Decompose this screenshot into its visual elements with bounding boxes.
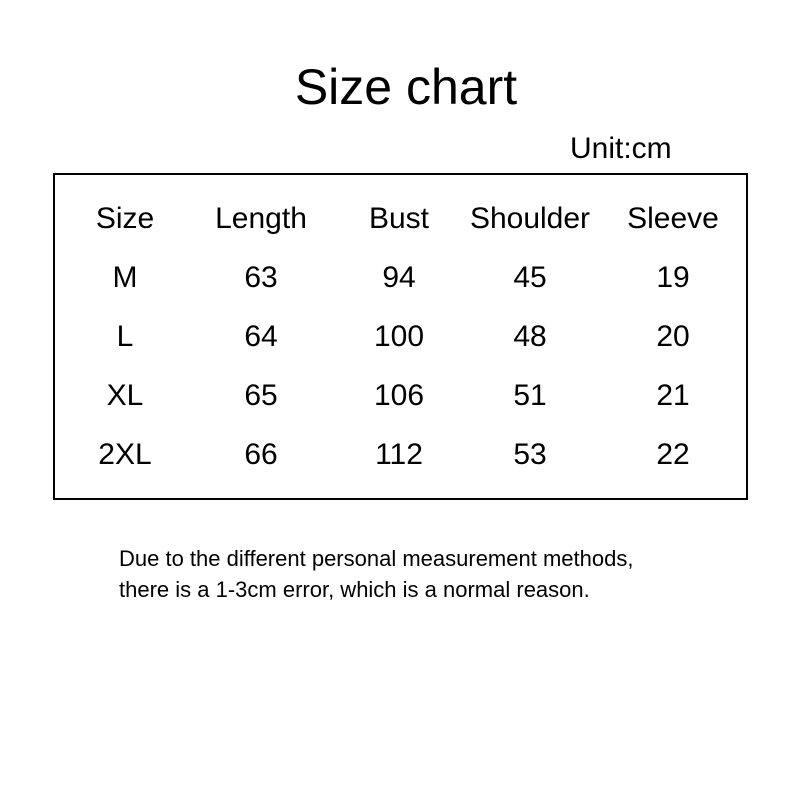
table-cell: Bust xyxy=(368,202,430,235)
page-title: Size chart xyxy=(294,59,518,115)
table-cell: 94 xyxy=(382,261,416,294)
table-cell: Shoulder xyxy=(469,202,591,235)
table-cell: 106 xyxy=(373,379,425,412)
table-cell: 64 xyxy=(244,320,278,353)
table-cell: 21 xyxy=(656,379,690,412)
table-row: M 63 94 45 19 xyxy=(55,261,746,301)
note-line: Due to the different personal measuremen… xyxy=(119,546,634,571)
table-cell: 100 xyxy=(373,320,425,353)
table-row: L 64 100 48 20 xyxy=(55,320,746,360)
size-table: Size Length Bust Shoulder Sleeve M 63 94 45 19 L 64… xyxy=(53,173,748,500)
unit-label: Unit:cm xyxy=(570,132,672,165)
table-header: Size Length Bust Shoulder Sleeve xyxy=(55,202,746,242)
table-cell: 51 xyxy=(513,379,547,412)
table-cell: 53 xyxy=(513,438,547,471)
table-cell: 65 xyxy=(244,379,278,412)
note: Due to the different personal measuremen… xyxy=(119,543,633,605)
table-cell: Sleeve xyxy=(627,202,719,235)
table-cell: 48 xyxy=(513,320,547,353)
table-cell: 45 xyxy=(513,261,547,294)
table-row: 2XL 66 112 53 22 xyxy=(55,438,746,478)
table-cell: L xyxy=(116,320,134,353)
table-cell: 19 xyxy=(656,261,690,294)
table-cell: M xyxy=(112,261,138,294)
table-cell: 20 xyxy=(656,320,690,353)
table-cell: Length xyxy=(215,202,307,235)
table-cell: 63 xyxy=(244,261,278,294)
table-row: XL 65 106 51 21 xyxy=(55,379,746,419)
table-cell: 112 xyxy=(375,438,423,471)
table-cell: XL xyxy=(106,379,144,412)
table-cell: Size xyxy=(95,202,155,235)
table-cell: 22 xyxy=(656,438,690,471)
table-cell: 66 xyxy=(244,438,278,471)
table-cell: 2XL xyxy=(98,438,152,471)
note-line: there is a 1-3cm error, which is a norma… xyxy=(119,577,590,602)
